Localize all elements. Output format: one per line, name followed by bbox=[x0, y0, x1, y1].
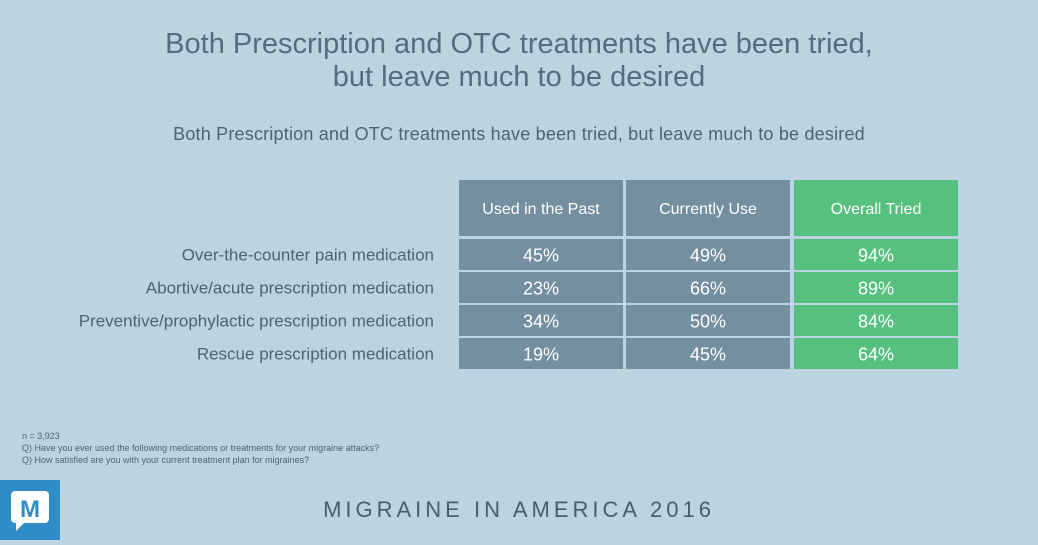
column-header-cell bbox=[459, 180, 623, 236]
cell-value: 84% bbox=[858, 312, 894, 332]
cell-value: 49% bbox=[690, 246, 726, 266]
table-cell bbox=[626, 272, 790, 303]
cell-value: 66% bbox=[690, 279, 726, 299]
table-cell bbox=[794, 305, 958, 336]
m-logo-icon: M bbox=[0, 480, 60, 540]
cell-value: 45% bbox=[690, 345, 726, 365]
cell-value: 89% bbox=[858, 279, 894, 299]
title-line-1: Both Prescription and OTC treatments hav… bbox=[165, 28, 873, 60]
cell-value: 23% bbox=[523, 279, 559, 299]
column-header-label: Used in the Past bbox=[482, 201, 600, 218]
cell-value: 34% bbox=[523, 312, 559, 332]
svg-text:M: M bbox=[20, 496, 40, 523]
table-cell bbox=[459, 338, 623, 369]
question-note-2: Q) How satisfied are you with your curre… bbox=[22, 455, 310, 465]
cell-value: 94% bbox=[858, 246, 894, 266]
cell-value: 19% bbox=[523, 345, 559, 365]
row-label: Preventive/prophylactic prescription med… bbox=[79, 312, 434, 331]
column-header-label: Currently Use bbox=[659, 201, 757, 218]
cell-value: 50% bbox=[690, 312, 726, 332]
question-note-1: Q) Have you ever used the following medi… bbox=[22, 443, 380, 453]
treatment-table: Used in the Past Currently Use Overall Tri… bbox=[79, 180, 958, 369]
table-cell bbox=[626, 239, 790, 270]
cell-value: 64% bbox=[858, 345, 894, 365]
footer-title: MIGRAINE IN AMERICA 2016 bbox=[323, 497, 715, 522]
footnotes: n = 3,923 Q) Have you ever used the foll… bbox=[22, 430, 379, 466]
table-cell bbox=[794, 338, 958, 369]
table-cell bbox=[459, 239, 623, 270]
table-cell bbox=[626, 305, 790, 336]
table-cell bbox=[626, 338, 790, 369]
title-line-2: but leave much to be desired bbox=[332, 61, 706, 93]
row-label: Abortive/acute prescription medication bbox=[146, 279, 434, 298]
sample-size-note: n = 3,923 bbox=[22, 431, 60, 441]
cell-value: 45% bbox=[523, 246, 559, 266]
table-cell bbox=[459, 305, 623, 336]
table-cell bbox=[794, 272, 958, 303]
page-subtitle: Both Prescription and OTC treatments hav… bbox=[173, 124, 865, 144]
table-cell bbox=[794, 239, 958, 270]
row-label: Rescue prescription medication bbox=[197, 345, 434, 364]
column-header-cell bbox=[794, 180, 958, 236]
table-cell bbox=[459, 272, 623, 303]
row-label: Over-the-counter pain medication bbox=[182, 246, 434, 265]
page-title: Both Prescription and OTC treatments hav… bbox=[0, 28, 1038, 94]
column-header-cell bbox=[626, 180, 790, 236]
column-header-label: Overall Tried bbox=[831, 201, 922, 218]
